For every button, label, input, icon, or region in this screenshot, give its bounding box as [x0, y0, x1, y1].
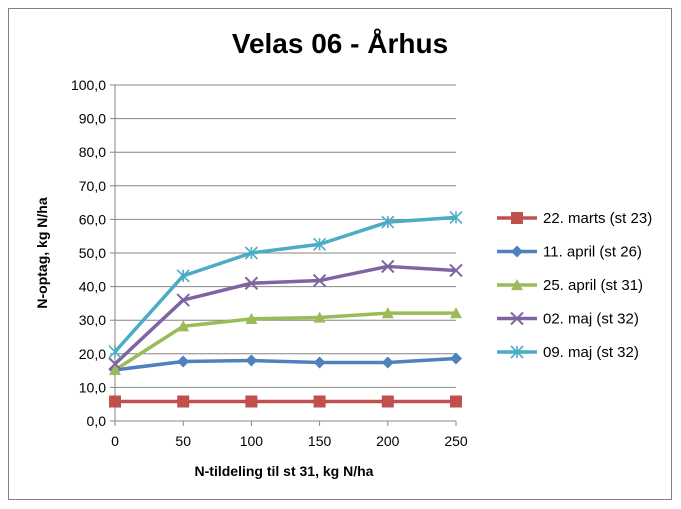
data-point	[313, 311, 326, 323]
data-point	[245, 354, 258, 367]
legend-item: 22. marts (st 23)	[497, 210, 652, 227]
data-point	[511, 279, 523, 291]
data-point	[108, 357, 122, 371]
data-point	[449, 210, 463, 224]
data-point	[381, 307, 394, 319]
y-tick-label: 10,0	[79, 379, 106, 395]
data-point	[312, 273, 327, 288]
data-point	[109, 395, 121, 408]
y-tick-label: 100,0	[71, 77, 106, 93]
grid-lines	[115, 84, 456, 388]
series-1	[109, 395, 462, 408]
y-tick-label: 30,0	[79, 312, 106, 328]
data-point	[381, 259, 395, 274]
data-point	[510, 345, 524, 359]
legend-label: 22. marts (st 23)	[543, 210, 652, 227]
series-line	[113, 264, 457, 366]
y-axis-title: N-optag, kg N/ha	[34, 197, 50, 308]
data-point	[450, 307, 462, 319]
legend-item: 09. maj (st 32)	[497, 344, 639, 361]
legend-item: 11. april (st 26)	[497, 244, 642, 261]
data-point	[510, 311, 524, 326]
axes: 0,0 10,0 20,0 30,0 40,0 50,0 60,0 70,0 80,0 90,0 1…	[71, 77, 468, 449]
y-tick-label: 0,0	[87, 413, 107, 429]
data-point	[176, 293, 190, 307]
legend-label: 11. april (st 26)	[543, 244, 642, 261]
data-point	[313, 237, 327, 251]
data-point	[245, 312, 258, 324]
data-point	[511, 245, 523, 258]
y-tick-label: 20,0	[79, 346, 106, 362]
x-tick-label: 200	[376, 433, 400, 449]
x-axis-title: N-tildeling til st 31, kg N/ha	[195, 463, 374, 479]
series-group	[108, 210, 463, 408]
data-point	[381, 215, 395, 229]
series-4	[108, 259, 463, 371]
data-point	[449, 263, 463, 278]
y-tick-label: 50,0	[79, 245, 106, 261]
data-point	[244, 246, 258, 260]
data-point	[177, 320, 190, 332]
x-tick-label: 50	[175, 433, 191, 449]
legend-item: 25. april (st 31)	[497, 277, 643, 294]
chart-title: Velas 06 - Århus	[232, 28, 448, 59]
x-tick-label: 0	[111, 433, 119, 449]
data-point	[511, 212, 523, 224]
data-point	[177, 395, 190, 408]
data-point	[450, 352, 462, 365]
legend-label: 02. maj (st 32)	[543, 311, 639, 328]
x-tick-label: 150	[308, 433, 332, 449]
data-point	[313, 395, 326, 408]
y-tick-label: 60,0	[79, 211, 106, 227]
series-3	[109, 307, 462, 376]
legend-label: 25. april (st 31)	[543, 277, 643, 294]
data-point	[176, 269, 190, 283]
y-tick-label: 40,0	[79, 279, 106, 295]
data-point	[450, 395, 462, 408]
data-point	[244, 276, 259, 290]
data-point	[381, 395, 394, 408]
series-line	[114, 311, 456, 372]
series-line	[113, 215, 457, 353]
data-point	[381, 356, 394, 369]
data-point	[108, 345, 122, 359]
data-point	[177, 355, 190, 368]
legend-item: 02. maj (st 32)	[497, 311, 639, 328]
data-point	[109, 363, 121, 376]
legend-label: 09. maj (st 32)	[543, 344, 639, 361]
x-tick-label: 100	[240, 433, 264, 449]
chart-border	[8, 8, 672, 500]
data-point	[245, 395, 258, 408]
data-point	[313, 356, 326, 369]
legend: 22. marts (st 23) 11. april (st 26) 25. ap…	[497, 210, 652, 361]
x-tick-label: 250	[444, 433, 468, 449]
y-tick-label: 90,0	[79, 111, 106, 127]
series-line	[114, 356, 457, 372]
series-5	[108, 210, 463, 359]
y-tick-label: 80,0	[79, 144, 106, 160]
y-tick-label: 70,0	[79, 178, 106, 194]
